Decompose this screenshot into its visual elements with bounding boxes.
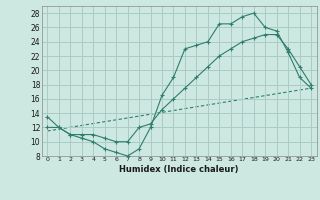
- X-axis label: Humidex (Indice chaleur): Humidex (Indice chaleur): [119, 165, 239, 174]
